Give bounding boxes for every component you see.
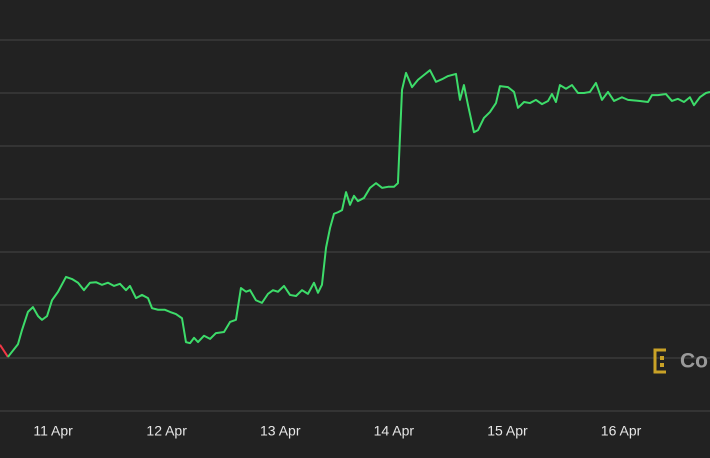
- plot: 11 Apr 12 Apr 13 Apr 14 Apr 15 Apr 16 Apr: [0, 39, 710, 439]
- x-tick-label: 13 Apr: [260, 423, 301, 439]
- x-tick-label: 14 Apr: [374, 423, 415, 439]
- logo-bracket: [653, 348, 666, 374]
- watermark-logo: [653, 348, 666, 374]
- price-line: [0, 344, 9, 358]
- logo-dot: [660, 356, 664, 360]
- watermark-text: Co: [680, 350, 708, 373]
- price-line: [7, 69, 710, 358]
- x-tick-label: 16 Apr: [601, 423, 642, 439]
- x-tick-label: 12 Apr: [146, 423, 187, 439]
- logo-dot: [660, 363, 664, 367]
- x-tick-label: 15 Apr: [487, 423, 528, 439]
- x-tick-label: 11 Apr: [33, 423, 73, 439]
